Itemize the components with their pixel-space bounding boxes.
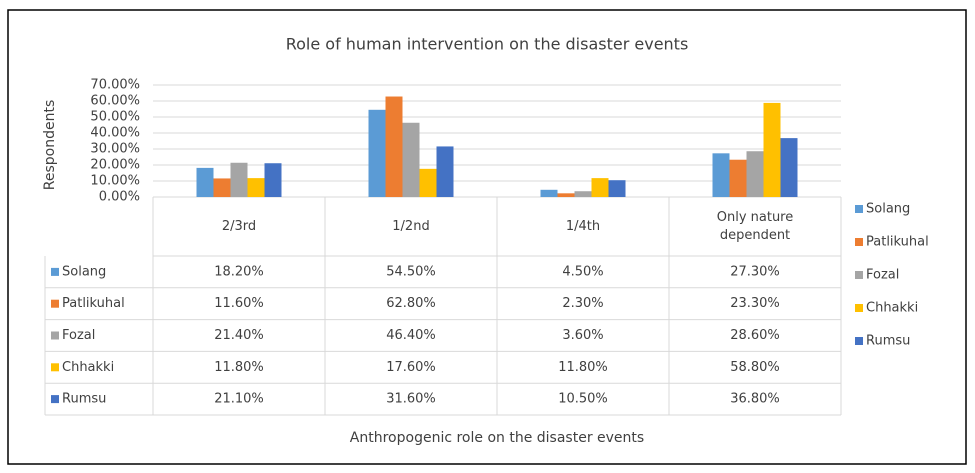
bar — [712, 153, 730, 197]
x-tick-label: Only nature dependent — [716, 209, 794, 243]
legend-key — [855, 337, 863, 345]
legend-key — [51, 363, 59, 372]
legend-key — [51, 299, 59, 308]
bar — [402, 122, 420, 197]
row-label: Solang — [62, 264, 106, 279]
legend-label: Chhakki — [866, 301, 918, 316]
y-tick-label: 70.00% — [90, 78, 140, 93]
legend-key — [855, 304, 863, 312]
y-axis-label: Respondents — [42, 100, 58, 191]
table-value: 17.60% — [386, 360, 436, 375]
x-tick-label: 1/4th — [565, 218, 601, 234]
y-tick-label: 40.00% — [90, 126, 140, 141]
bar — [436, 146, 454, 197]
table-value: 28.60% — [730, 328, 780, 343]
bar — [247, 178, 265, 197]
legend-key — [51, 331, 59, 340]
table-value: 36.80% — [730, 392, 780, 407]
y-tick-label: 10.00% — [90, 174, 140, 189]
row-label: Chhakki — [62, 360, 114, 375]
bar — [763, 102, 781, 197]
y-tick-label: 50.00% — [90, 110, 140, 125]
table-value: 3.60% — [562, 328, 603, 343]
chart-border — [7, 9, 967, 465]
bar — [230, 162, 248, 197]
legend-key — [51, 267, 59, 276]
table-value: 11.60% — [214, 296, 264, 311]
table-value: 21.40% — [214, 328, 264, 343]
legend-key — [51, 395, 59, 404]
bar — [540, 189, 558, 197]
bar — [746, 151, 764, 197]
bar — [557, 193, 575, 197]
category-cell: 1/4th — [565, 218, 601, 234]
bar — [608, 180, 626, 197]
table-value: 31.60% — [386, 392, 436, 407]
table-value: 18.20% — [214, 264, 264, 279]
row-label: Rumsu — [62, 392, 106, 407]
bar — [729, 159, 747, 197]
legend-key — [855, 271, 863, 279]
table-value: 27.30% — [730, 264, 780, 279]
table-value: 46.40% — [386, 328, 436, 343]
bar — [780, 138, 798, 197]
table-value: 10.50% — [558, 392, 608, 407]
legend-key — [855, 238, 863, 246]
table-value: 54.50% — [386, 264, 436, 279]
y-tick-label: 30.00% — [90, 142, 140, 157]
bar — [574, 191, 592, 197]
bar — [196, 167, 214, 197]
table-value: 21.10% — [214, 392, 264, 407]
row-label: Patlikuhal — [62, 296, 125, 311]
x-tick-label: 1/2nd — [392, 218, 430, 234]
legend-key — [855, 205, 863, 213]
table-value: 58.80% — [730, 360, 780, 375]
table-value: 4.50% — [562, 264, 603, 279]
legend-label: Fozal — [866, 268, 899, 283]
x-tick-label: 2/3rd — [221, 218, 257, 234]
table-value: 2.30% — [562, 296, 603, 311]
y-tick-label: 0.00% — [99, 190, 140, 205]
legend-label: Solang — [866, 202, 910, 217]
x-axis-label: Anthropogenic role on the disaster event… — [350, 430, 644, 446]
y-tick-label: 60.00% — [90, 94, 140, 109]
category-cell: 1/2nd — [392, 218, 430, 234]
bar — [591, 178, 609, 197]
table-value: 23.30% — [730, 296, 780, 311]
table-value: 11.80% — [214, 360, 264, 375]
row-label: Fozal — [62, 328, 95, 343]
table-value: 11.80% — [558, 360, 608, 375]
bar — [213, 178, 231, 197]
bar — [385, 96, 403, 197]
legend-label: Rumsu — [866, 334, 910, 349]
category-cell: 2/3rd — [221, 218, 257, 234]
bar — [264, 163, 282, 197]
bar — [419, 168, 437, 197]
bar — [368, 109, 386, 197]
chart-title: Role of human intervention on the disast… — [286, 35, 689, 54]
table-value: 62.80% — [386, 296, 436, 311]
y-tick-label: 20.00% — [90, 158, 140, 173]
category-cell: Only nature dependent — [716, 209, 794, 243]
legend-label: Patlikuhal — [866, 235, 929, 250]
